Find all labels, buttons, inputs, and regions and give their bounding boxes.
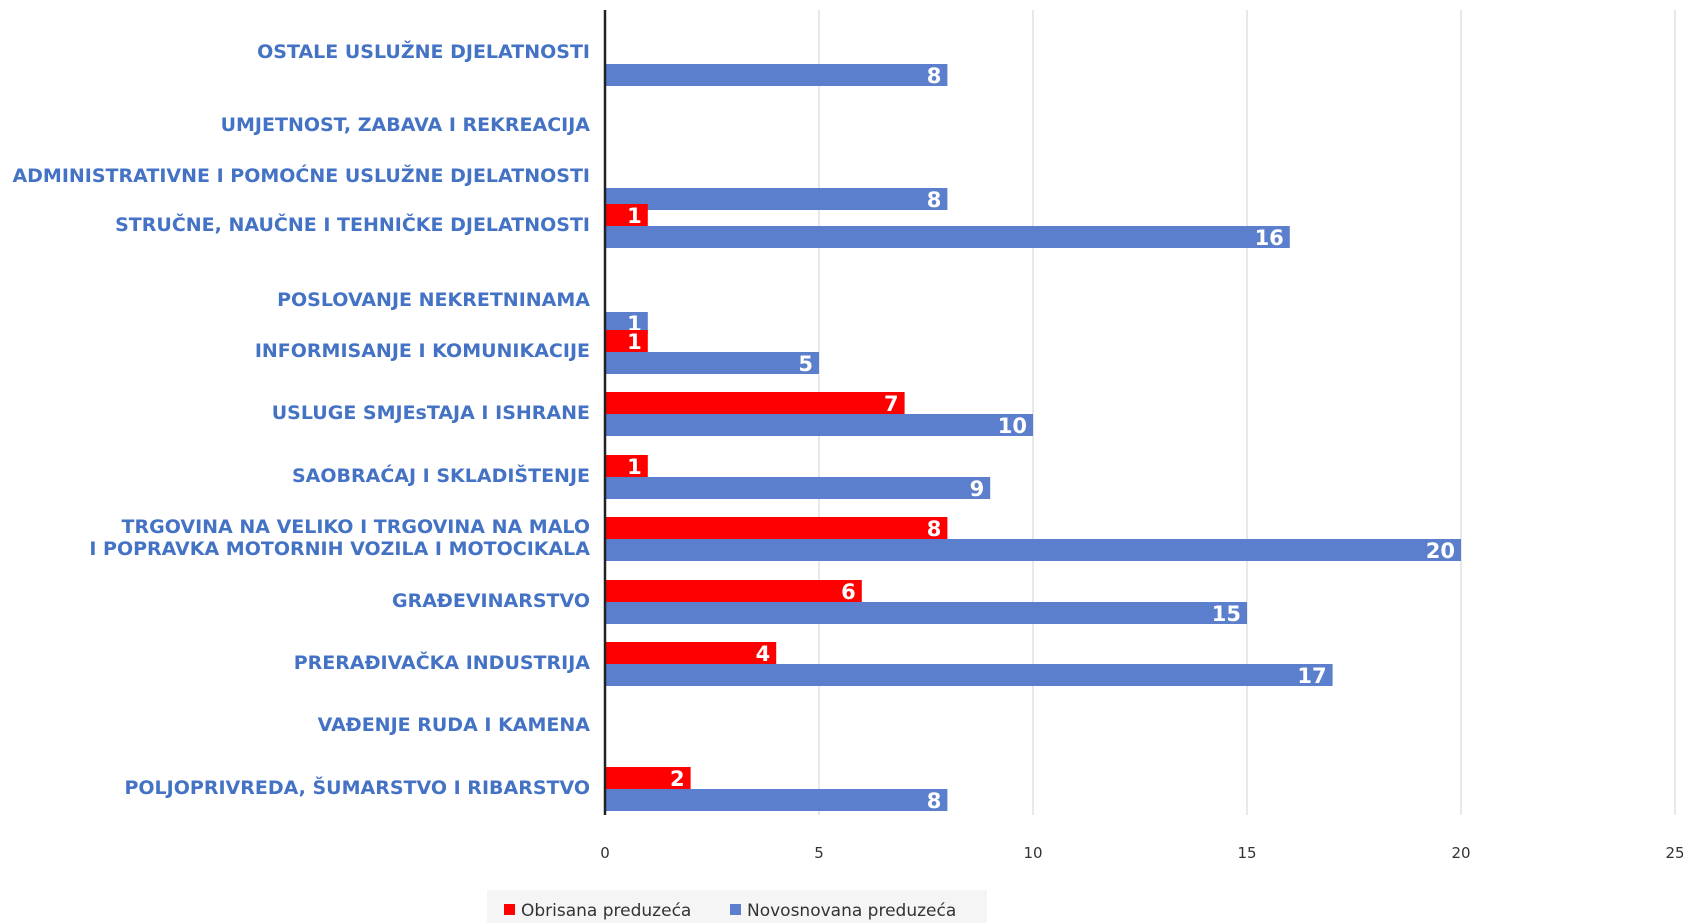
category-labels: OSTALE USLUŽNE DJELATNOSTI UMJETNOST, ZAB… bbox=[12, 40, 590, 799]
x-tick-label: 25 bbox=[1665, 844, 1683, 862]
data-label: 1 bbox=[627, 455, 642, 479]
category-label: STRUČNE, NAUČNE I TEHNIČKE DJELATNOSTI bbox=[115, 212, 590, 236]
data-label: 7 bbox=[884, 392, 899, 416]
category-label: POLJOPRIVREDA, ŠUMARSTVO I RIBARSTVO bbox=[124, 775, 590, 799]
data-label: 8 bbox=[927, 64, 942, 88]
category-label: TRGOVINA NA VELIKO I TRGOVINA NA MALO bbox=[122, 516, 590, 538]
x-tick-labels: 0 5 10 15 20 25 bbox=[600, 844, 1683, 862]
category-label: POSLOVANJE NEKRETNINAMA bbox=[277, 289, 590, 311]
data-label: 15 bbox=[1212, 602, 1241, 626]
data-label: 8 bbox=[927, 517, 942, 541]
category-label: GRAĐEVINARSTVO bbox=[392, 590, 590, 612]
x-tick-label: 5 bbox=[814, 844, 824, 862]
legend-swatch-obrisana bbox=[504, 904, 515, 915]
bar-obrisana bbox=[605, 580, 862, 602]
category-label: INFORMISANJE I KOMUNIKACIJE bbox=[255, 340, 590, 362]
data-label: 10 bbox=[998, 414, 1027, 438]
legend-label-novosnovana: Novosnovana preduzeća bbox=[747, 901, 956, 921]
bar-obrisana bbox=[605, 330, 648, 352]
data-label: 2 bbox=[670, 767, 685, 791]
bar-novosnovana bbox=[605, 602, 1247, 624]
bar-obrisana bbox=[605, 204, 648, 226]
bar-novosnovana bbox=[605, 414, 1033, 436]
bar-novosnovana bbox=[605, 312, 648, 334]
legend-label-obrisana: Obrisana preduzeća bbox=[521, 901, 691, 921]
x-tick-label: 15 bbox=[1237, 844, 1256, 862]
category-label: SAOBRAĆAJ I SKLADIŠTENJE bbox=[292, 463, 590, 487]
bar-obrisana bbox=[605, 455, 648, 477]
bar-novosnovana bbox=[605, 226, 1290, 248]
data-label: 1 bbox=[627, 204, 642, 228]
bar-novosnovana bbox=[605, 664, 1333, 686]
data-label: 5 bbox=[798, 352, 813, 376]
data-label: 8 bbox=[927, 789, 942, 813]
category-label: VAĐENJE RUDA I KAMENA bbox=[318, 714, 591, 736]
category-label: USLUGE SMJEsTAJA I ISHRANE bbox=[272, 402, 590, 424]
category-label: I POPRAVKA MOTORNIH VOZILA I MOTOCIKALA bbox=[89, 538, 590, 560]
data-label: 17 bbox=[1297, 664, 1326, 688]
x-tick-label: 0 bbox=[600, 844, 610, 862]
bar-obrisana bbox=[605, 767, 691, 789]
gridlines bbox=[818, 10, 1676, 815]
data-label: 8 bbox=[927, 188, 942, 212]
bar-novosnovana bbox=[605, 477, 991, 499]
data-label: 20 bbox=[1426, 539, 1455, 563]
bar-novosnovana bbox=[605, 352, 819, 374]
category-label: UMJETNOST, ZABAVA I REKREACIJA bbox=[221, 114, 591, 136]
bar-obrisana bbox=[605, 517, 948, 539]
bar-obrisana bbox=[605, 642, 777, 664]
bar-novosnovana bbox=[605, 789, 948, 811]
category-label: ADMINISTRATIVNE I POMOĆNE USLUŽNE DJELAT… bbox=[12, 163, 590, 187]
x-tick-label: 10 bbox=[1023, 844, 1042, 862]
data-label: 6 bbox=[841, 580, 856, 604]
x-tick-label: 20 bbox=[1451, 844, 1470, 862]
legend-swatch-novosnovana bbox=[730, 904, 741, 915]
category-label: PRERAĐIVAČKA INDUSTRIJA bbox=[294, 650, 591, 674]
bar-novosnovana bbox=[605, 539, 1461, 561]
data-label: 9 bbox=[970, 477, 985, 501]
bar-obrisana bbox=[605, 392, 905, 414]
data-label: 16 bbox=[1255, 226, 1284, 250]
legend: Obrisana preduzeća Novosnovana preduzeća bbox=[487, 890, 987, 923]
bar-novosnovana bbox=[605, 64, 948, 86]
data-label: 4 bbox=[756, 642, 771, 666]
bar-novosnovana bbox=[605, 188, 948, 210]
data-label: 1 bbox=[627, 330, 642, 354]
category-label: OSTALE USLUŽNE DJELATNOSTI bbox=[257, 40, 590, 63]
